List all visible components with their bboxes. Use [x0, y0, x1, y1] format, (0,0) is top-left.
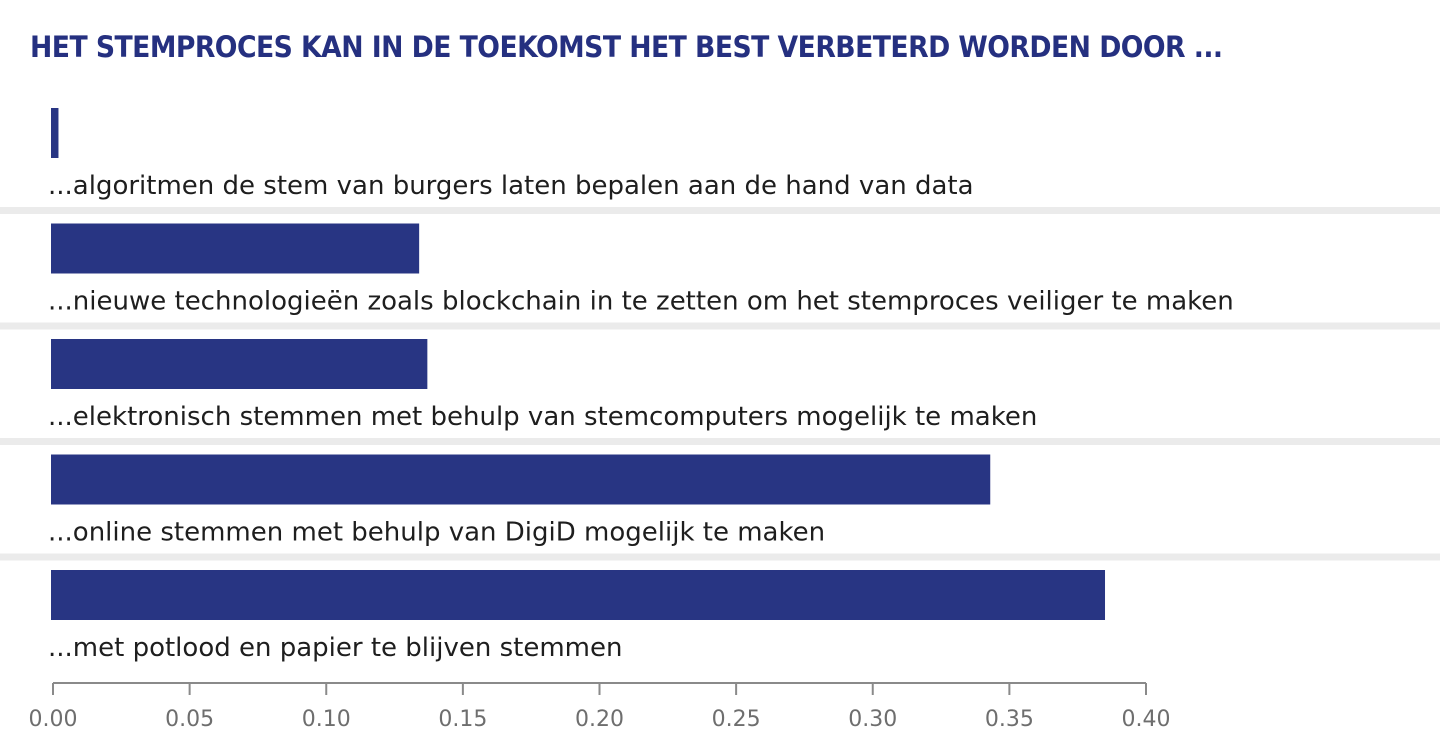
bar	[51, 223, 420, 274]
category-label: ...algoritmen de stem van burgers laten …	[48, 171, 974, 201]
x-tick-label: 0.15	[438, 707, 487, 732]
category-label: ...nieuwe technologieën zoals blockchain…	[48, 287, 1234, 317]
row-separator	[0, 553, 1440, 561]
x-tick-label: 0.35	[985, 707, 1034, 732]
bar	[51, 108, 59, 158]
x-tick-label: 0.20	[575, 707, 624, 732]
bar	[51, 339, 428, 389]
row-separators	[0, 207, 1440, 561]
x-tick-label: 0.40	[1122, 707, 1171, 732]
x-tick-label: 0.25	[712, 707, 761, 732]
bar	[51, 570, 1106, 620]
category-labels: ...algoritmen de stem van burgers laten …	[48, 171, 1234, 663]
x-tick-label: 0.05	[165, 707, 214, 732]
row-separator	[0, 438, 1440, 445]
x-tick-label: 0.10	[302, 707, 351, 732]
bars	[51, 108, 1106, 620]
x-tick-label: 0.00	[29, 707, 78, 732]
category-label: ...online stemmen met behulp van DigiD m…	[48, 518, 825, 548]
x-axis: 0.00 0.05 0.10 0.15 0.20 0.25 0.30 0.35 0.40	[29, 682, 1171, 732]
chart-title: HET STEMPROCES KAN IN DE TOEKOMST HET BE…	[30, 30, 1223, 64]
bar	[51, 454, 991, 505]
x-tick-label: 0.30	[848, 707, 897, 732]
category-label: ...met potlood en papier te blijven stem…	[48, 633, 622, 663]
row-separator	[0, 207, 1440, 214]
row-separator	[0, 322, 1440, 330]
category-label: ...elektronisch stemmen met behulp van s…	[48, 402, 1037, 432]
